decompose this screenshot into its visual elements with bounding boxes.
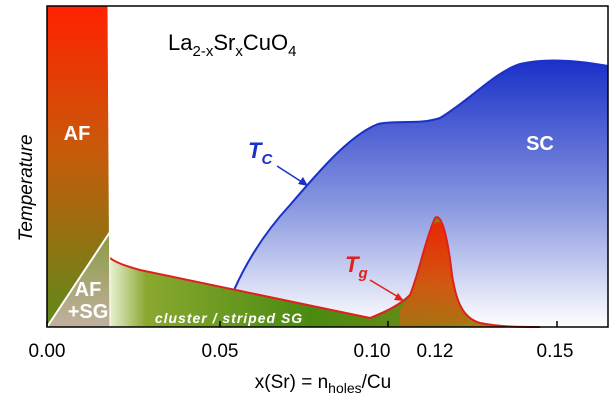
plot-frame [46, 5, 609, 328]
sc-dome [220, 60, 608, 327]
x-ticks [46, 321, 558, 327]
cluster-sg-label: cluster / striped SG [155, 310, 303, 326]
sc-label: SC [526, 133, 554, 155]
af-sg-label-line2: +SG [68, 301, 109, 323]
tick-label-3: 0.12 [417, 341, 454, 362]
tc-label: TC [248, 138, 273, 168]
tc-line [219, 59, 609, 328]
af-boundary [107, 5, 111, 328]
tick-label-4: 0.15 [537, 341, 574, 362]
tg-line [109, 216, 541, 328]
tick-label-0: 0.00 [29, 341, 66, 362]
af-sg-boundary [46, 231, 111, 328]
af-label: AF [64, 123, 91, 145]
tc-arrowhead [298, 177, 308, 186]
af-region [47, 6, 110, 327]
tg-arrow [369, 279, 401, 299]
tg-arrowhead [394, 293, 404, 301]
y-axis-label: Temperature [16, 134, 37, 241]
sg-peak [400, 222, 470, 327]
x-tick-labels: 0.00 0.05 0.10 0.12 0.15 [29, 341, 574, 362]
tg-label: Tg [345, 252, 368, 282]
af-sg-label-line1: AF [75, 279, 102, 301]
tick-label-2: 0.10 [354, 341, 391, 362]
compound-title: La2-xSrxCuO4 [168, 30, 296, 60]
x-axis-label: x(Sr) = nholes/Cu [255, 372, 391, 396]
tick-label-1: 0.05 [202, 341, 239, 362]
